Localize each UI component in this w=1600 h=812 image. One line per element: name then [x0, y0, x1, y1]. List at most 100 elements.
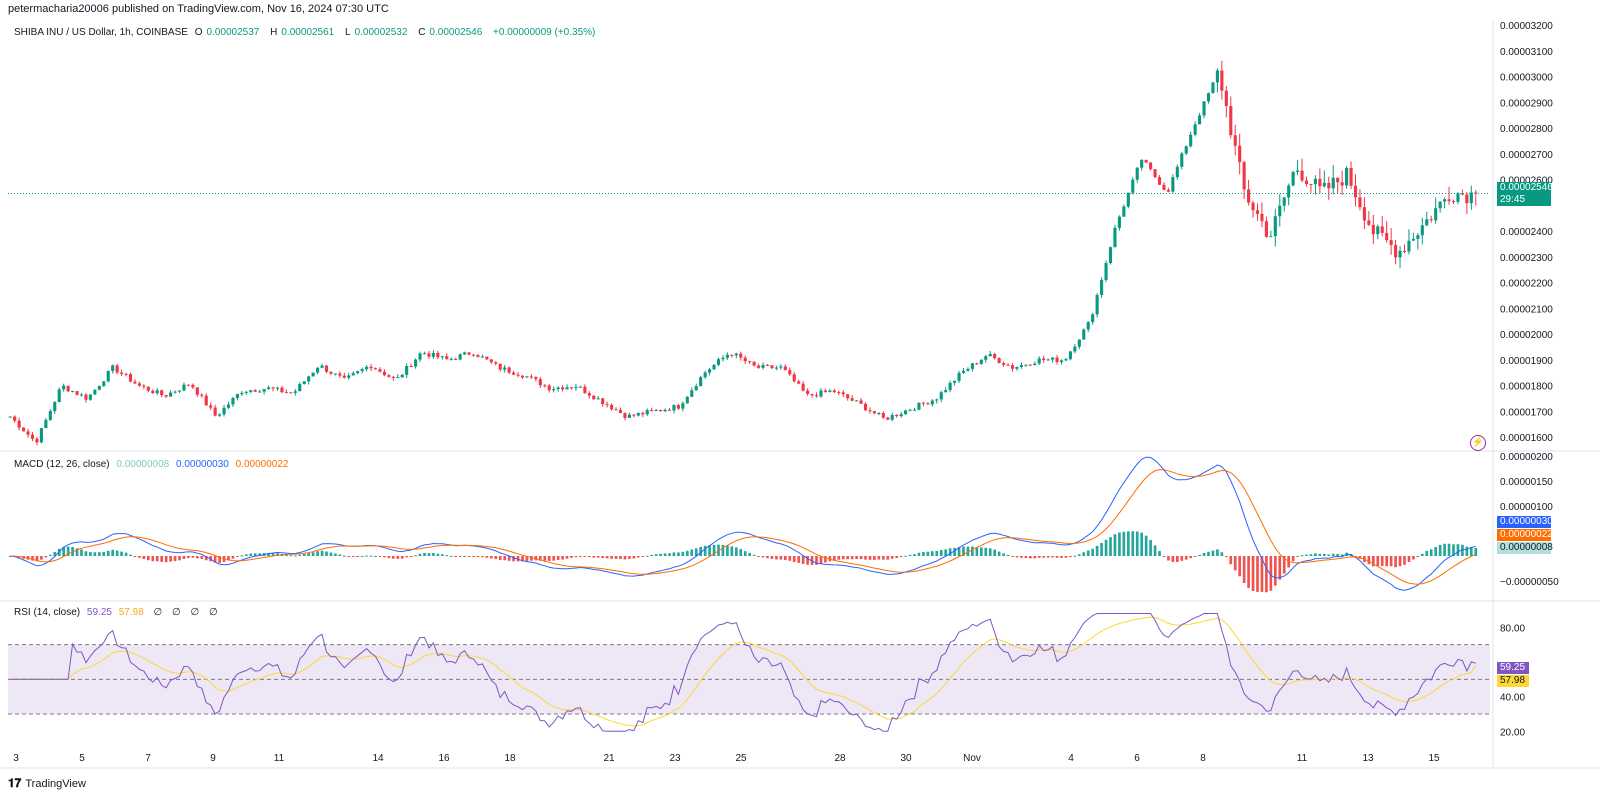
tradingview-logo[interactable]: 𝟏𝟕 TradingView: [8, 776, 86, 790]
candle-body: [267, 387, 271, 390]
macd-hist-bar: [1113, 534, 1117, 556]
macd-hist-bar: [436, 553, 440, 556]
candle-body: [1059, 360, 1064, 363]
candle-body: [1215, 70, 1219, 83]
macd-hist-bar: [623, 556, 627, 560]
candle-body: [262, 389, 266, 392]
candle-body: [1247, 189, 1251, 203]
candle-body: [1082, 329, 1086, 340]
price-tick-label: 0.00002000: [1500, 330, 1553, 341]
rsi-ma-value: 57.98: [118, 607, 144, 618]
time-label: 11: [1297, 753, 1308, 764]
candle-body: [761, 364, 765, 368]
candle-body: [427, 353, 431, 357]
macd-hist-bar: [1412, 556, 1415, 560]
rsi-label[interactable]: RSI (14, close): [14, 607, 81, 618]
macd-hist-bar: [1158, 551, 1161, 556]
macd-hist-bar: [1033, 556, 1037, 559]
candle-body: [957, 372, 961, 381]
candle-body: [1402, 250, 1407, 252]
time-label: 9: [210, 753, 216, 764]
symbol-label[interactable]: SHIBA INU / US Dollar, 1h, COINBASE: [14, 27, 188, 38]
macd-hist-bar: [605, 556, 609, 559]
price-tick-label: 0.00003100: [1500, 47, 1553, 58]
candle-body: [66, 385, 70, 392]
candle-body: [610, 404, 614, 410]
candle-body: [632, 414, 636, 416]
candle-body: [716, 359, 721, 365]
macd-hist-bar: [1082, 552, 1086, 556]
macd-hist-bar: [703, 545, 707, 556]
macd-hist-bar: [1126, 531, 1130, 556]
macd-hist-bar: [877, 556, 881, 560]
candle-body: [993, 353, 997, 359]
macd-hist-bar: [761, 556, 765, 558]
macd-hist-bar: [881, 556, 885, 560]
candle-body: [676, 405, 680, 409]
high-value: 0.00002561: [281, 27, 335, 38]
candle-body: [280, 387, 284, 393]
time-label: 8: [1200, 753, 1206, 764]
candle-body: [124, 373, 128, 375]
macd-hist-bar: [570, 556, 573, 558]
macd-hist-bar: [1100, 542, 1103, 556]
macd-hist-bar: [1322, 553, 1326, 556]
time-axis: 3 5 7 9 11 14 16 18 21 23 25 28 30 Nov 4 6 8 11 13 15: [13, 753, 1440, 764]
candle-body: [155, 390, 159, 394]
candle-body: [1220, 70, 1224, 91]
candle-body: [846, 394, 850, 399]
candle-body: [881, 412, 885, 418]
candle-body: [1296, 170, 1300, 172]
signal-tag: 0.00000022: [1497, 529, 1553, 541]
candle-body: [471, 354, 476, 356]
candle-body: [868, 410, 872, 412]
candle-body: [819, 390, 823, 397]
macd-hist-bar: [917, 552, 921, 556]
candle-body: [797, 381, 801, 384]
candle-body: [587, 393, 591, 396]
candle-body: [948, 382, 952, 391]
macd-hist-bar: [904, 555, 907, 557]
candle-body: [213, 407, 217, 416]
macd-hist-bar: [1042, 556, 1046, 558]
candle-body: [1420, 225, 1424, 236]
candle-body: [975, 363, 979, 365]
candle-body: [565, 387, 569, 390]
candle-body: [1131, 179, 1135, 193]
macd-hist-bar: [614, 556, 618, 559]
candlestick-series: [8, 60, 1490, 446]
candle-body: [1358, 197, 1362, 208]
macd-hist-bar: [699, 546, 703, 556]
candle-body: [333, 373, 337, 375]
candle-body: [730, 354, 734, 356]
macd-label[interactable]: MACD (12, 26, close): [14, 459, 110, 470]
candle-body: [449, 358, 453, 360]
macd-hist-bar: [596, 556, 600, 558]
time-label: 5: [79, 753, 85, 764]
macd-hist-bar: [374, 555, 377, 557]
candle-body: [912, 409, 917, 411]
flash-icon[interactable]: ⚡: [1470, 435, 1486, 451]
candle-body: [142, 385, 146, 387]
candle-body: [39, 428, 43, 443]
macd-hist-bar: [1153, 545, 1157, 556]
macd-hist-bar: [351, 556, 355, 557]
signal-line: [10, 469, 1477, 585]
candle-body: [832, 390, 836, 393]
macd-hist-bar: [1207, 551, 1210, 556]
candle-body: [1416, 235, 1420, 239]
candle-body: [324, 365, 329, 372]
candle-body: [485, 356, 489, 360]
macd-hist-bar: [249, 553, 253, 556]
rsi-tag: 59.25: [1497, 662, 1529, 674]
macd-hist-bar: [1420, 553, 1424, 556]
candle-body: [877, 412, 881, 414]
candle-body: [1171, 177, 1175, 192]
macd-hist-bar: [302, 553, 306, 556]
candle-body: [35, 438, 39, 443]
macd-hist-bar: [855, 556, 858, 560]
macd-hist-bar: [231, 556, 235, 559]
macd-hist-bar: [1189, 556, 1193, 559]
macd-hist-bar: [334, 553, 337, 556]
